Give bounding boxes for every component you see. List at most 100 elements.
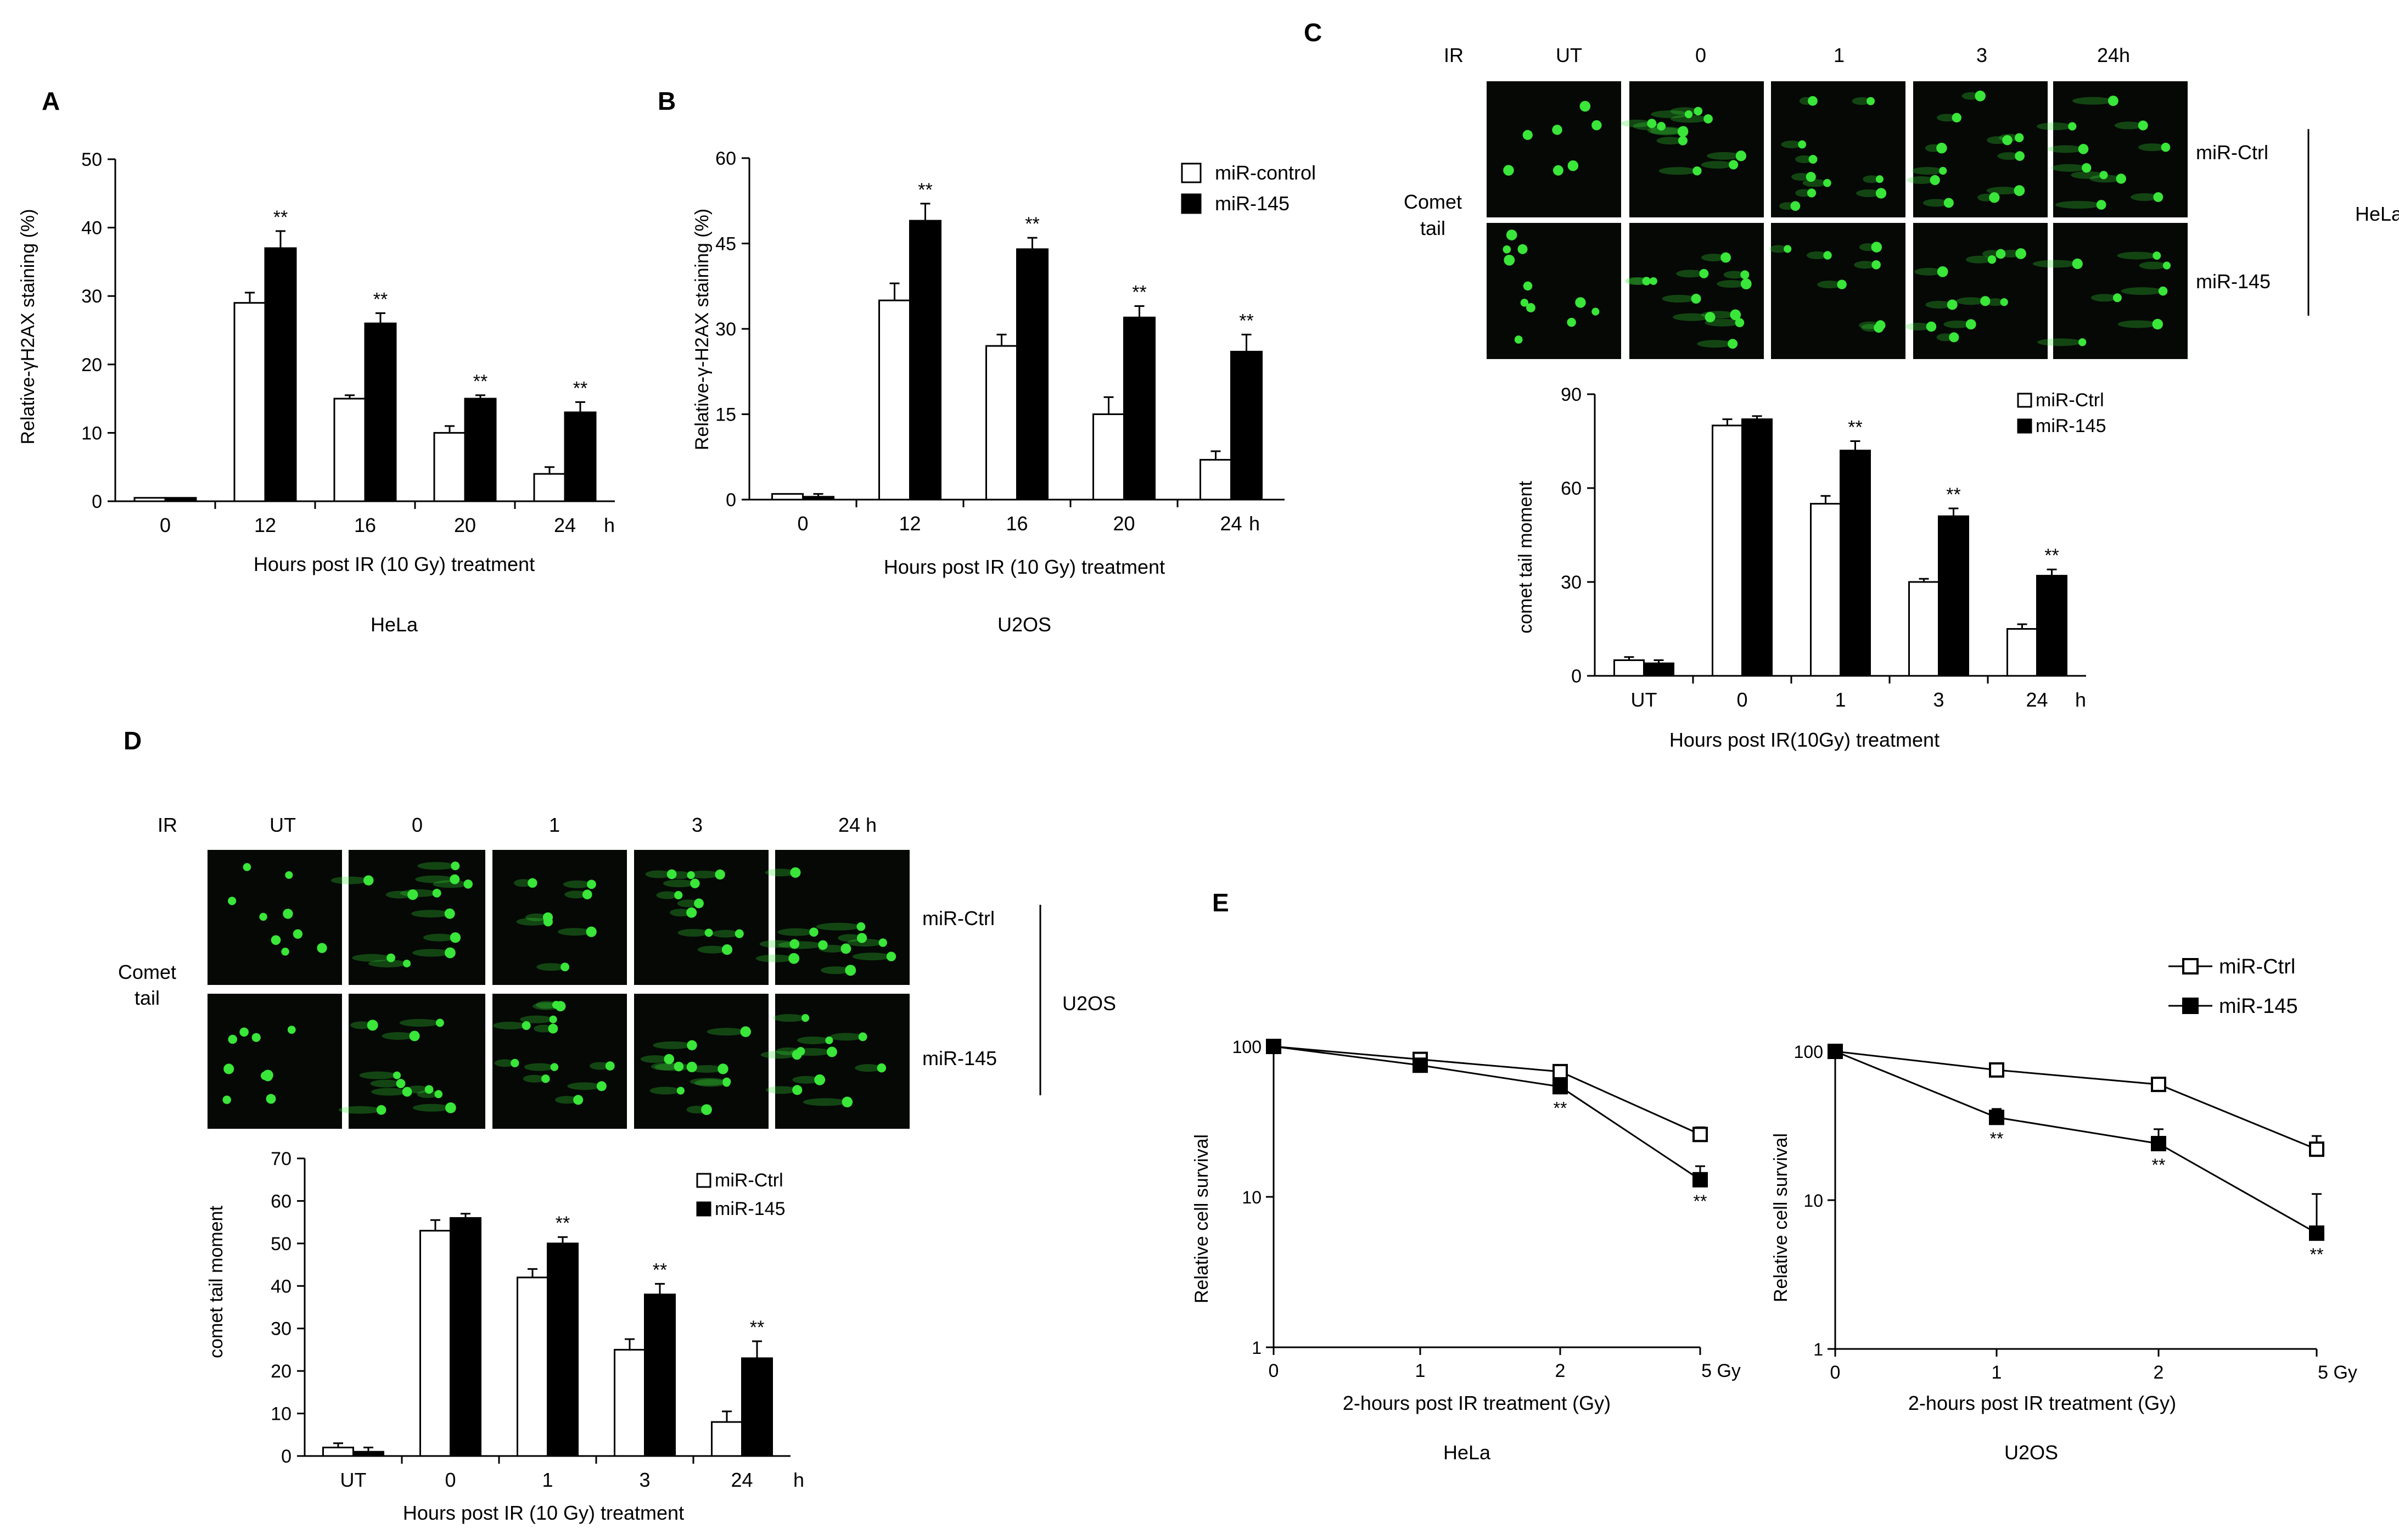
comet-head: [735, 929, 744, 938]
comet-tail: [677, 899, 699, 908]
comet-head: [2015, 151, 2025, 161]
chart-b: Relative-γ-H2AX staining (%) Hours post …: [692, 148, 1316, 636]
comet-head: [271, 935, 281, 945]
chart-d-ylabel: comet tail moment: [206, 1206, 227, 1358]
comet-head: [432, 888, 441, 898]
comet-head: [2153, 192, 2163, 202]
comet-tail: [654, 1063, 692, 1071]
data-point-mir145: [1266, 1039, 1281, 1054]
x-tick-label: 0: [445, 1469, 456, 1491]
comet-head: [704, 928, 713, 937]
comet-head: [1503, 165, 1514, 176]
bar-control: [985, 345, 1018, 501]
bar-control: [1613, 659, 1645, 677]
panel-letter-b: B: [658, 87, 676, 115]
comet-head: [2158, 286, 2168, 296]
y-tick-label: 50: [271, 1234, 292, 1255]
comet-head: [674, 1061, 684, 1072]
comet-head: [2015, 248, 2026, 259]
comet-tail: [1707, 152, 1741, 160]
y-tick-label: 70: [271, 1149, 292, 1169]
bar-control: [878, 299, 911, 501]
comet-head: [2014, 185, 2025, 197]
comet-tail: [690, 1078, 727, 1086]
comet-tail: [1791, 173, 1811, 181]
bar-control: [1092, 413, 1125, 501]
legend-swatch-ctrl: [2017, 393, 2032, 408]
chart-e-legend: miR-Ctrl miR-145: [2168, 955, 2298, 1018]
comet-head: [1730, 309, 1741, 321]
comet-tail: [1999, 133, 2020, 142]
bar-mir145: [352, 1451, 384, 1457]
legend-swatch-ctrl: [696, 1173, 711, 1188]
bar-mir145: [1840, 450, 1871, 677]
data-point-ctrl: [2309, 1141, 2324, 1157]
comet-head: [1705, 312, 1716, 323]
y-tick-label: 10: [271, 1404, 292, 1425]
x-tick-label: 1: [542, 1469, 553, 1491]
significance-marker: **: [573, 378, 587, 399]
comet-head: [444, 908, 455, 919]
comet-head: [718, 1063, 728, 1074]
data-point-mir145: [1413, 1057, 1428, 1073]
bar-control: [533, 473, 566, 502]
comet-tail: [350, 1021, 373, 1029]
y-tick-label: 40: [81, 218, 102, 239]
y-tick-label: 40: [271, 1276, 292, 1297]
y-tick-label: 90: [1561, 384, 1582, 405]
legend-label-145: miR-145: [715, 1199, 785, 1219]
chart-b-legend: miR-control miR-145: [1181, 161, 1316, 215]
comet-head: [1798, 140, 1807, 149]
comet-head: [285, 871, 293, 879]
comet-tail: [656, 891, 679, 899]
comet-head: [722, 1079, 731, 1087]
comet-head: [293, 929, 303, 939]
comet-tail: [777, 928, 814, 936]
comet-head: [825, 1036, 833, 1044]
y-tick-label: 50: [81, 149, 102, 170]
x-tick-label: 0: [1269, 1360, 1279, 1381]
panel-letter-d: D: [124, 726, 142, 755]
comet-head: [548, 1023, 558, 1034]
comet-head: [573, 1095, 584, 1105]
comet-tail: [690, 1065, 723, 1073]
comet-head: [1790, 201, 1801, 211]
comet-head: [222, 1095, 231, 1104]
x-tick-label: 1: [1835, 688, 1846, 711]
x-tick-label: UT: [340, 1469, 367, 1491]
comet-tail: [352, 954, 391, 962]
comet-head: [1591, 120, 1602, 131]
comet-tail: [803, 1098, 848, 1106]
y-tick-label: 10: [81, 423, 102, 444]
comet-ir-label: IR: [1444, 44, 1464, 66]
comet-tail: [1817, 281, 1842, 289]
chart-d: comet tail moment Hours post IR (10 Gy) …: [206, 1149, 804, 1524]
comet-head: [1522, 130, 1533, 140]
comet-head: [858, 1032, 867, 1041]
comet-head: [1866, 97, 1875, 105]
comet-tail: [2121, 287, 2163, 295]
comet-head: [1926, 321, 1937, 332]
significance-marker: **: [653, 1259, 667, 1280]
comet-head: [1517, 244, 1528, 254]
comet-head: [1980, 296, 1991, 306]
bar-mir145: [909, 220, 941, 501]
bar-control: [2006, 628, 2038, 677]
chart-e-right-xlabel: 2-hours post IR treatment (Gy): [1908, 1392, 2176, 1414]
x-tick-label: 16: [1006, 512, 1028, 535]
chart-a-cell-line: HeLa: [371, 613, 418, 636]
comet-tail: [370, 1079, 401, 1088]
comet-tail: [2138, 143, 2166, 152]
comet-head: [605, 1061, 615, 1071]
comet-head: [1575, 297, 1586, 308]
comet-tail: [1795, 155, 1813, 164]
comet-tail: [534, 1024, 553, 1033]
x-tick-label: 5 Gy: [2318, 1362, 2357, 1383]
comet-head: [676, 1087, 685, 1095]
comet-images-hela: IR UT 0 1 3 24h Comet tail miR-Ctrl miR-…: [1404, 44, 2399, 359]
comet-tail: [524, 1063, 554, 1071]
comet-tail: [766, 1086, 798, 1094]
comet-tail: [1670, 107, 1699, 115]
comet-head: [2096, 200, 2106, 210]
comet-head: [1691, 294, 1701, 304]
